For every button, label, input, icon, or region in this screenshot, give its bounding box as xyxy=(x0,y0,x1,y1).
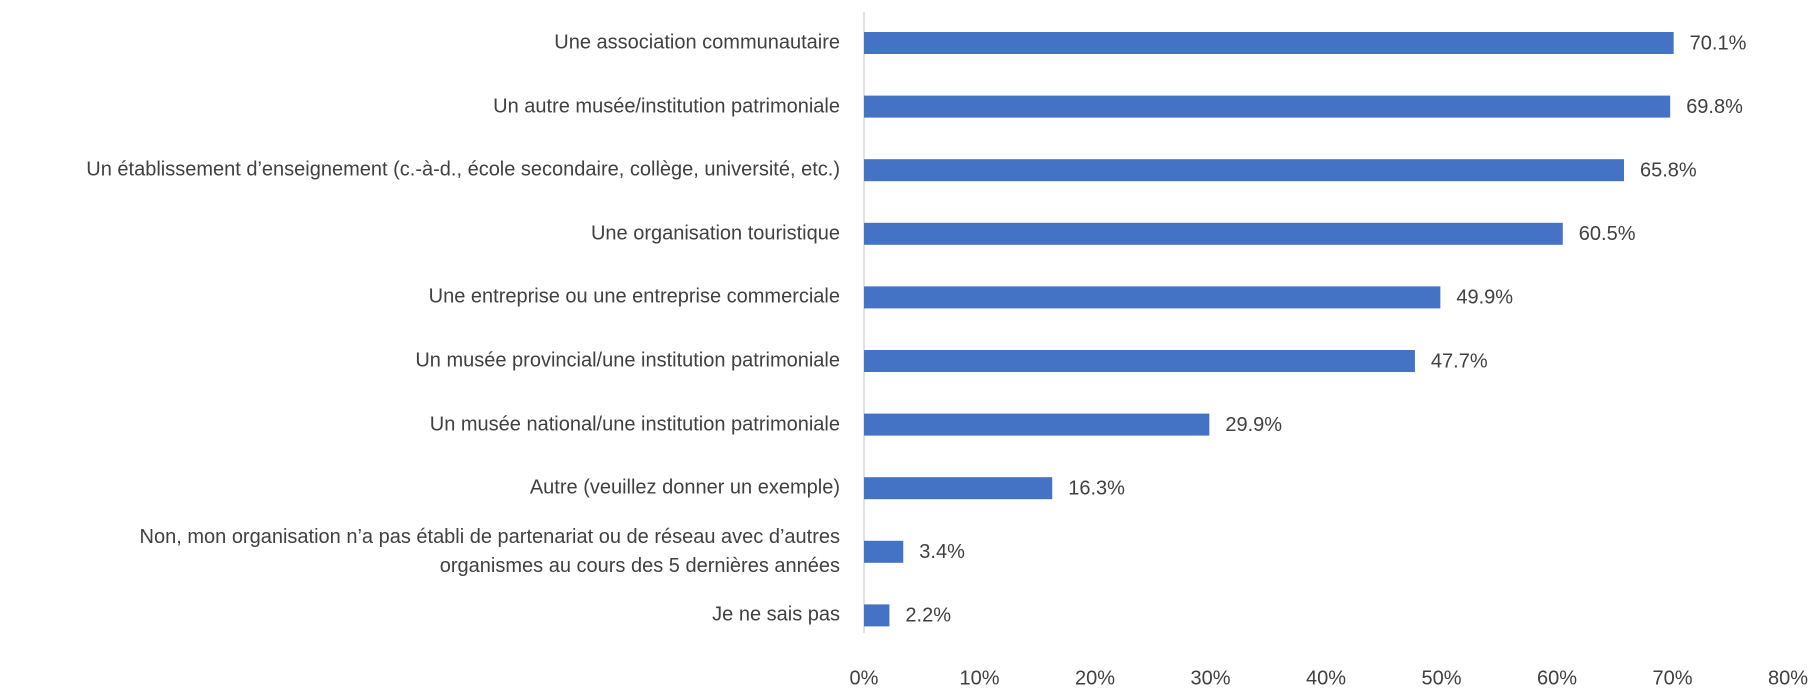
x-tick-label: 30% xyxy=(1190,667,1230,689)
x-tick-label: 20% xyxy=(1075,667,1115,689)
y-tick-label: Autre (veuillez donner un exemple) xyxy=(529,476,840,499)
data-label: 29.9% xyxy=(1225,414,1282,436)
x-tick-label: 50% xyxy=(1421,667,1461,689)
data-label: 65.8% xyxy=(1640,159,1697,181)
y-tick-label: Un musée provincial/une institution patr… xyxy=(415,349,840,372)
bar xyxy=(864,350,1415,372)
x-tick-label: 80% xyxy=(1768,667,1808,689)
y-tick-label: Je ne sais pas xyxy=(712,603,840,626)
x-tick-label: 70% xyxy=(1652,667,1692,689)
bar xyxy=(864,286,1441,309)
data-label: 3.4% xyxy=(919,541,965,563)
y-tick-label: Une association communautaire xyxy=(554,31,840,54)
x-tick-label: 40% xyxy=(1306,667,1346,689)
data-label: 2.2% xyxy=(905,605,951,627)
data-label: 16.3% xyxy=(1068,477,1125,499)
x-tick-label: 60% xyxy=(1537,667,1577,689)
y-tick-label: Une entreprise ou une entreprise commerc… xyxy=(428,285,840,308)
bar xyxy=(864,413,1210,436)
y-tick-label: Non, mon organisation n’a pas établi de … xyxy=(139,525,840,577)
y-tick-label: Une organisation touristique xyxy=(590,222,840,245)
x-tick-label: 0% xyxy=(850,667,879,689)
x-tick-label: 10% xyxy=(959,667,999,689)
bar xyxy=(864,540,904,563)
bar xyxy=(864,604,890,627)
data-label: 60.5% xyxy=(1579,223,1636,245)
bar xyxy=(864,95,1671,118)
y-tick-label: Un musée national/une institution patrim… xyxy=(429,413,840,436)
bar xyxy=(864,32,1674,54)
data-label: 69.8% xyxy=(1686,96,1743,118)
bar xyxy=(864,159,1624,182)
data-label: 47.7% xyxy=(1431,350,1488,372)
bar xyxy=(864,222,1563,245)
bar xyxy=(864,477,1053,500)
data-label: 49.9% xyxy=(1456,287,1513,309)
y-tick-label: Un autre musée/institution patrimoniale xyxy=(493,95,840,118)
data-label: 70.1% xyxy=(1690,32,1747,54)
y-tick-label: Un établissement d’enseignement (c.-à-d.… xyxy=(86,158,840,181)
